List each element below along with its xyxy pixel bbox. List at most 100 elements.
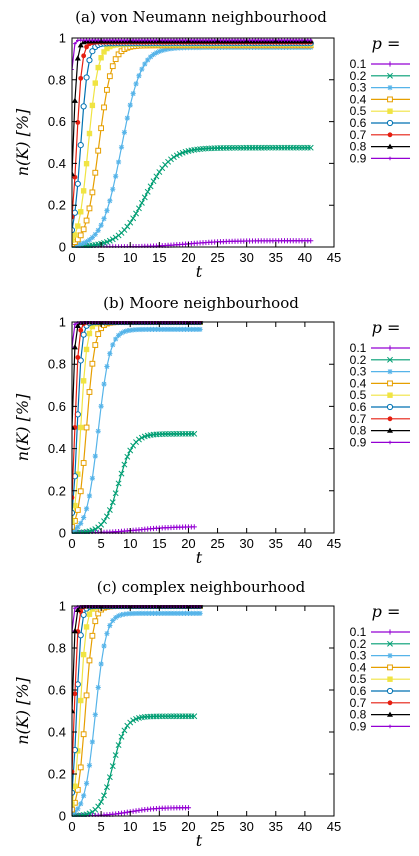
y-tick-label: 0.4 — [48, 441, 66, 456]
data-point — [98, 222, 104, 228]
series-line-0.2 — [72, 147, 311, 248]
data-point — [156, 610, 162, 616]
data-point — [170, 154, 177, 161]
data-point — [77, 42, 84, 48]
legend-label: 0.4 — [350, 660, 367, 674]
x-tick-label: 5 — [97, 819, 104, 834]
legend-label: 0.8 — [350, 708, 367, 722]
x-tick-label: 0 — [68, 536, 75, 551]
data-point — [78, 697, 84, 704]
data-point — [86, 330, 93, 337]
legend-marker — [387, 85, 393, 91]
data-point — [86, 657, 93, 664]
series-group — [72, 605, 204, 817]
data-point — [101, 104, 107, 111]
data-point — [109, 236, 116, 243]
legend-marker — [386, 403, 394, 411]
data-point — [156, 326, 162, 332]
legend-label: 0.3 — [350, 365, 367, 379]
data-point — [191, 610, 197, 616]
data-point — [110, 342, 116, 348]
legend-label: 0.6 — [350, 400, 367, 414]
legend-marker — [387, 143, 393, 149]
legend-marker — [387, 711, 393, 717]
legend-marker — [387, 392, 393, 398]
data-point — [80, 651, 87, 658]
legend-marker — [387, 61, 393, 67]
data-point — [148, 610, 154, 616]
data-point — [112, 56, 119, 63]
legend-marker — [387, 369, 393, 375]
data-point — [148, 326, 154, 333]
data-point — [89, 632, 96, 639]
data-point — [72, 237, 75, 243]
data-point — [83, 624, 90, 630]
data-point — [80, 731, 87, 738]
data-point — [77, 142, 84, 149]
x-tick-label: 25 — [210, 250, 224, 265]
data-point — [109, 763, 116, 770]
data-point — [308, 38, 313, 42]
data-point — [83, 217, 90, 224]
legend-marker — [387, 676, 393, 682]
data-point — [89, 102, 96, 109]
data-point — [142, 610, 148, 616]
data-point — [89, 189, 96, 196]
y-axis-label: n(K) [%] — [13, 393, 32, 461]
y-tick-label: 0.2 — [48, 483, 66, 498]
data-point — [75, 524, 81, 530]
data-point — [83, 692, 90, 699]
data-point — [148, 54, 154, 60]
legend-marker — [387, 345, 393, 351]
data-point — [191, 713, 198, 720]
x-tick-label: 35 — [269, 250, 283, 265]
legend-marker — [387, 132, 393, 138]
plot-frame — [71, 37, 335, 248]
data-point — [191, 430, 198, 437]
data-point — [86, 130, 93, 137]
data-point — [80, 378, 87, 384]
data-point — [130, 215, 137, 222]
data-point — [130, 717, 137, 724]
y-tick-label: 0.8 — [48, 72, 66, 87]
legend-label: 0.9 — [350, 719, 367, 733]
data-point — [72, 67, 74, 72]
legend-marker — [387, 629, 393, 635]
legend-label: 0.9 — [350, 435, 367, 449]
series-group — [72, 38, 314, 248]
data-point — [182, 326, 189, 332]
series-group — [72, 321, 204, 534]
data-point — [177, 610, 183, 616]
data-point — [101, 518, 107, 525]
data-point — [139, 66, 145, 72]
x-tick-label: 35 — [269, 819, 283, 834]
data-point — [180, 610, 186, 616]
data-point — [156, 48, 162, 54]
series-line-0.7 — [72, 321, 201, 498]
y-tick-label: 0.4 — [48, 725, 66, 740]
data-point — [92, 618, 99, 625]
data-point — [86, 493, 93, 499]
data-point — [127, 102, 133, 108]
data-point — [89, 475, 95, 481]
data-point — [89, 360, 96, 367]
x-tick-label: 5 — [97, 536, 104, 551]
x-tick-label: 45 — [327, 536, 341, 551]
data-point — [118, 470, 125, 477]
data-point — [89, 808, 96, 815]
data-point — [83, 160, 90, 167]
data-point — [86, 389, 93, 395]
data-point — [101, 49, 107, 55]
data-point — [77, 488, 84, 495]
y-tick-label: 0.8 — [48, 641, 66, 656]
data-point — [307, 144, 314, 151]
data-point — [72, 97, 78, 103]
data-point — [165, 610, 171, 616]
legend-title: p = — [372, 318, 401, 337]
data-point — [74, 786, 81, 793]
data-point — [103, 513, 110, 520]
data-point — [74, 55, 81, 61]
x-tick-label: 15 — [152, 819, 166, 834]
